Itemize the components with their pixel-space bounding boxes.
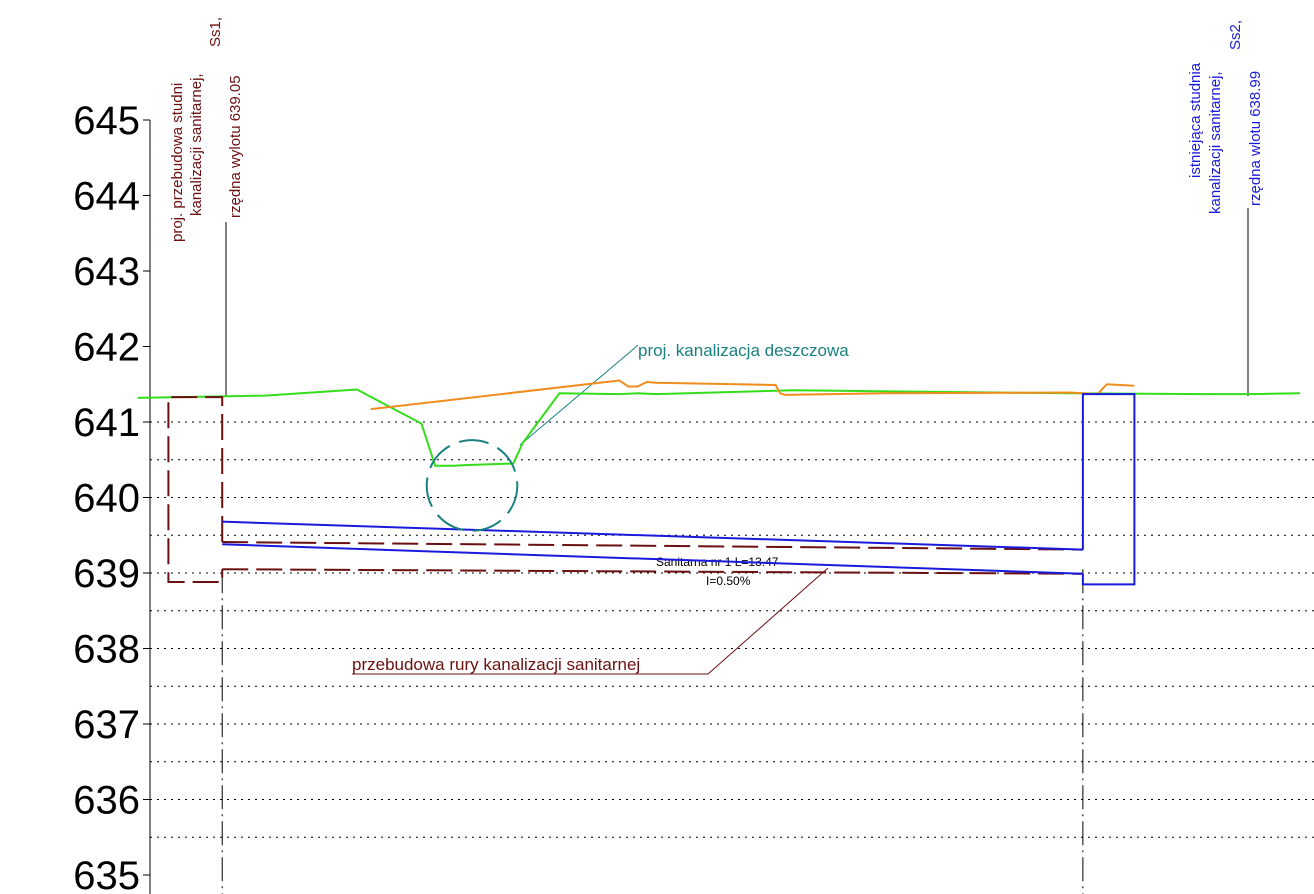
pipe-slope-label: I=0.50% xyxy=(706,574,751,588)
manhole-ss1-label-line-3: Ss1, xyxy=(207,17,224,47)
sanitary-pipe-bottom xyxy=(222,543,1083,575)
profile-features xyxy=(137,379,1301,586)
tick-label: 640 xyxy=(73,477,140,521)
manhole-ss1-outline xyxy=(167,396,224,584)
reconstruction-label: przebudowa rury kanalizacji sanitarnej xyxy=(352,655,640,674)
elevation-axis xyxy=(143,119,151,894)
manhole-ss1-label-line-4: rzędna wylotu 639.05 xyxy=(227,75,244,218)
tick-label: 644 xyxy=(73,175,140,219)
tick-label: 642 xyxy=(73,326,140,370)
manhole-ss2-label-line-1: istniejąca studnia xyxy=(1187,62,1204,178)
elevation-grid xyxy=(150,421,1314,894)
storm-pipe-label: proj. kanalizacja deszczowa xyxy=(638,341,849,360)
manhole-ss2-label-line-2: kanalizacji sanitarnej, xyxy=(1207,71,1224,214)
reconstruction-pipe-bottom xyxy=(222,568,1083,575)
tick-label: 636 xyxy=(73,779,140,823)
tick-label: 643 xyxy=(73,250,140,294)
tick-label: 638 xyxy=(73,628,140,672)
storm-pipe-circle xyxy=(425,439,519,532)
tick-label: 639 xyxy=(73,552,140,596)
manhole-ss2-label-line-4: rzędna wlotu 638.99 xyxy=(1247,71,1264,206)
storm-pipe-leader xyxy=(519,344,639,446)
sanitary-pipe-top xyxy=(222,520,1083,551)
tick-label: 637 xyxy=(73,703,140,747)
manhole-ss2: istniejąca studnia kanalizacji sanitarne… xyxy=(1187,20,1264,396)
manhole-ss1: proj. przebudowa studni kanalizacji sani… xyxy=(169,17,244,397)
manhole-ss2-label-line-3: Ss2, xyxy=(1227,20,1244,50)
manhole-ss1-label-line-2: kanalizacji sanitarnej, xyxy=(188,73,205,216)
reconstruction-pipe-top xyxy=(222,541,1083,551)
terrain-line-terrain-orange xyxy=(370,379,1135,411)
tick-label: 635 xyxy=(73,854,140,894)
terrain-line-terrain-green xyxy=(137,388,1301,467)
tick-label: 645 xyxy=(73,99,140,143)
tick-label: 641 xyxy=(73,401,140,445)
elevation-tick-labels: 645 644 643 642 641 640 639 638 637 636 635 xyxy=(73,99,140,894)
manhole-ss1-label-line-1: proj. przebudowa studni xyxy=(169,83,186,242)
reconstruction-leader xyxy=(352,567,829,675)
manhole-ss2-outline xyxy=(1081,393,1136,586)
